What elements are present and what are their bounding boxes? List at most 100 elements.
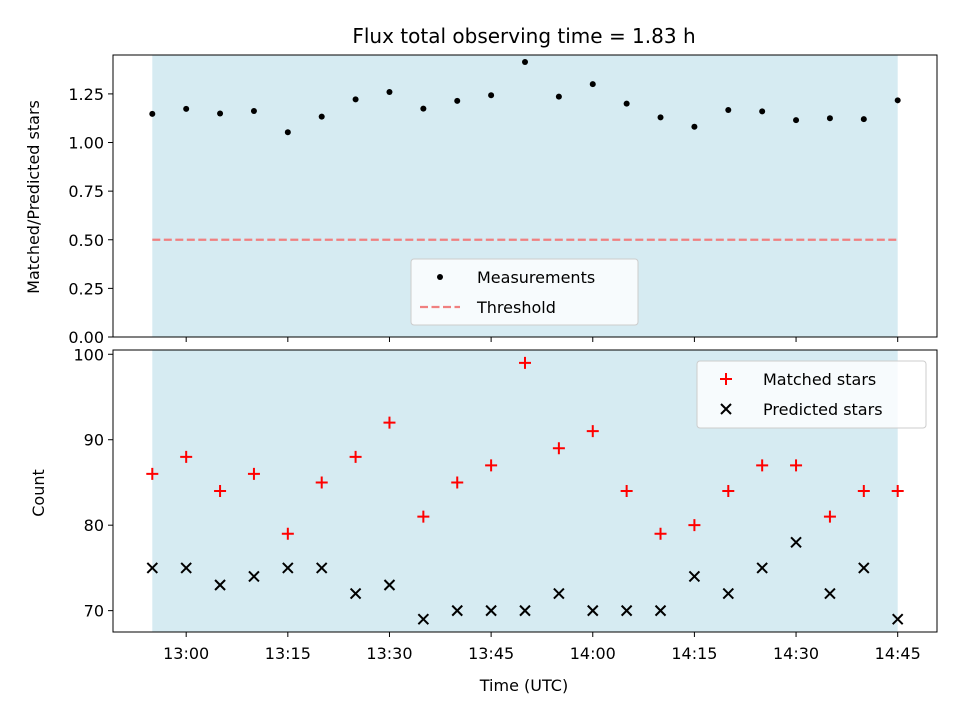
matched-star-point bbox=[247, 467, 260, 480]
top-panel: 0.00 0.25 0.50 0.75 1.00 1.25 Matched/Predict… bbox=[24, 54, 938, 347]
predicted-star-point bbox=[654, 604, 667, 617]
x-tick-label: 14:00 bbox=[570, 644, 616, 663]
top-legend-box bbox=[410, 258, 639, 326]
x-axis-label: Time (UTC) bbox=[479, 676, 568, 695]
measurement-point bbox=[826, 115, 833, 122]
matched-star-point bbox=[383, 416, 396, 429]
predicted-star-point bbox=[790, 536, 802, 548]
legend-label-measurements: Measurements bbox=[477, 268, 595, 287]
matched-star-point bbox=[349, 450, 362, 463]
y-tick-label: 70 bbox=[84, 602, 104, 621]
predicted-star-point bbox=[756, 562, 768, 574]
x-axis: 13:00 13:15 13:30 13:45 14:00 14:15 14:30 14:45 bbox=[163, 632, 921, 663]
measurement-point bbox=[149, 110, 156, 117]
bottom-y-axis: 70 80 90 100 bbox=[73, 345, 113, 621]
measurement-point bbox=[589, 81, 596, 88]
x-tick-label: 13:15 bbox=[265, 644, 311, 663]
matched-star-point bbox=[180, 450, 193, 463]
matched-star-point bbox=[891, 485, 904, 497]
chart-title: Flux total observing time = 1.83 h bbox=[352, 24, 695, 48]
measurement-point bbox=[488, 92, 495, 99]
predicted-star-point bbox=[316, 562, 328, 574]
matched-star-point bbox=[688, 519, 701, 532]
measurement-point bbox=[183, 105, 190, 112]
matched-star-point bbox=[485, 459, 498, 472]
measurement-point bbox=[623, 100, 630, 107]
measurement-point bbox=[555, 93, 562, 100]
matched-star-point bbox=[586, 425, 599, 438]
measurement-point bbox=[318, 113, 325, 120]
y-tick-label: 0.00 bbox=[68, 328, 104, 347]
matched-star-point bbox=[722, 485, 735, 497]
matched-star-point bbox=[214, 485, 227, 497]
y-tick-label: 100 bbox=[73, 345, 104, 364]
matched-star-point bbox=[756, 459, 769, 472]
matched-star-point bbox=[790, 459, 803, 472]
predicted-star-point bbox=[282, 562, 294, 574]
count-points bbox=[146, 356, 904, 625]
predicted-star-point bbox=[214, 579, 226, 591]
matched-star-point bbox=[552, 442, 565, 455]
measurement-point bbox=[725, 107, 732, 114]
x-tick-label: 13:45 bbox=[468, 644, 514, 663]
x-tick-label: 14:15 bbox=[671, 644, 717, 663]
predicted-star-point bbox=[519, 604, 531, 617]
top-x-ticks bbox=[185, 337, 899, 342]
matched-star-point bbox=[823, 510, 836, 523]
predicted-star-point bbox=[248, 570, 260, 583]
bottom-axes-frame bbox=[112, 349, 938, 633]
legend-marker-measurements bbox=[437, 274, 443, 280]
predicted-star-point bbox=[417, 613, 430, 625]
predicted-star-point bbox=[485, 604, 497, 617]
legend-label-predicted: Predicted stars bbox=[763, 400, 883, 419]
predicted-star-point bbox=[553, 587, 565, 600]
y-tick-label: 90 bbox=[84, 431, 104, 450]
measurement-point bbox=[284, 129, 291, 136]
predicted-star-point bbox=[620, 604, 633, 617]
x-tick-label: 14:30 bbox=[773, 644, 819, 663]
y-tick-label: 1.25 bbox=[68, 85, 104, 104]
measurement-point bbox=[657, 114, 664, 121]
predicted-star-point bbox=[587, 604, 599, 617]
predicted-star-point bbox=[688, 570, 701, 583]
predicted-star-point bbox=[146, 562, 159, 574]
measurement-point bbox=[691, 123, 698, 130]
bottom-panel: 70 80 90 100 13:00 13:15 13:30 13:45 14:00 14:15… bbox=[29, 345, 938, 695]
measurement-points bbox=[149, 59, 901, 136]
y-tick-label: 0.50 bbox=[68, 231, 104, 250]
predicted-star-point bbox=[824, 587, 836, 600]
measurement-point bbox=[522, 59, 528, 66]
measurement-point bbox=[454, 97, 461, 104]
measurement-point bbox=[352, 96, 359, 103]
predicted-star-point bbox=[451, 604, 463, 617]
predicted-star-point bbox=[180, 562, 192, 574]
predicted-star-point bbox=[858, 562, 870, 574]
matched-star-point bbox=[146, 467, 159, 480]
legend-marker-matched bbox=[720, 373, 732, 385]
matched-star-point bbox=[315, 476, 328, 489]
measurement-point bbox=[217, 110, 224, 117]
matched-star-point bbox=[857, 485, 870, 497]
predicted-star-point bbox=[383, 579, 396, 591]
y-tick-label: 0.75 bbox=[68, 182, 104, 201]
legend-label-threshold: Threshold bbox=[476, 298, 556, 317]
bottom-y-axis-label: Count bbox=[29, 469, 48, 517]
matched-star-point bbox=[519, 356, 531, 369]
matched-star-point bbox=[654, 527, 667, 540]
matched-star-point bbox=[281, 527, 294, 540]
y-tick-label: 0.25 bbox=[68, 279, 104, 298]
predicted-star-point bbox=[349, 587, 362, 600]
measurement-point bbox=[793, 117, 800, 124]
bottom-legend: Matched stars Predicted stars bbox=[696, 360, 927, 429]
y-tick-label: 80 bbox=[84, 516, 104, 535]
matched-star-point bbox=[417, 510, 430, 523]
top-y-axis-label: Matched/Predicted stars bbox=[24, 100, 43, 294]
x-tick-label: 13:30 bbox=[366, 644, 412, 663]
y-tick-label: 1.00 bbox=[68, 134, 104, 153]
measurement-point bbox=[860, 116, 867, 123]
top-y-axis: 0.00 0.25 0.50 0.75 1.00 1.25 bbox=[68, 85, 113, 347]
predicted-star-point bbox=[722, 587, 734, 600]
matched-star-point bbox=[620, 485, 633, 497]
legend-label-matched: Matched stars bbox=[763, 370, 876, 389]
predicted-star-point bbox=[891, 613, 904, 625]
